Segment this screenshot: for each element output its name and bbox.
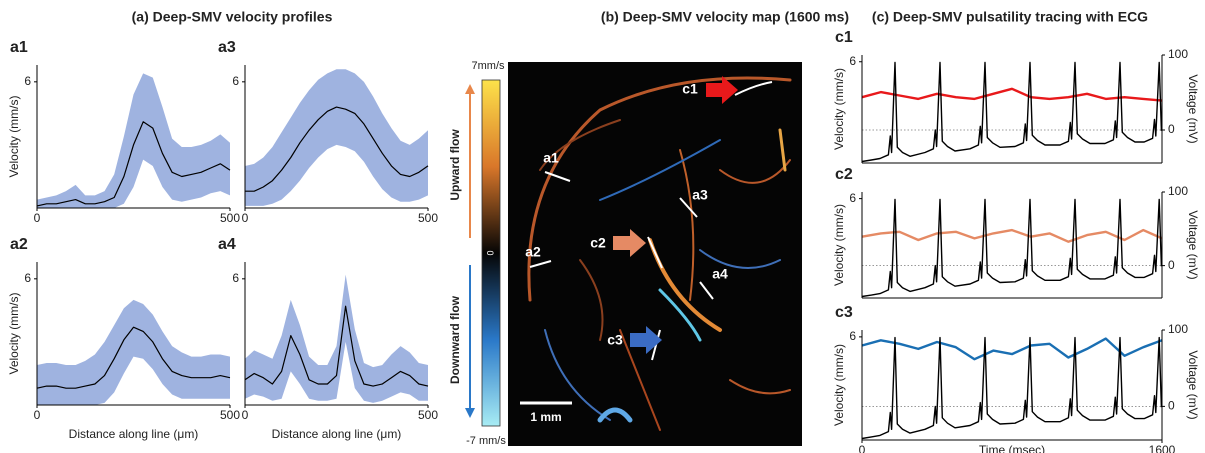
figure: (a) Deep-SMV velocity profiles (b) Deep-… <box>0 0 1205 453</box>
flow-arrow-head <box>465 408 475 418</box>
region-label: c3 <box>607 332 623 348</box>
y2-tick-label: 0 <box>1168 122 1175 136</box>
colorbar-label: -7 mm/s <box>466 435 506 447</box>
panel-label: a1 <box>10 39 28 56</box>
series-line <box>862 63 1161 162</box>
y-axis-label: Velocity (mm/s) <box>832 204 846 286</box>
colorbar: 7mm/s 0 -7 mm/s Upward flow Downward flo… <box>448 60 506 447</box>
y2-axis-label: Voltage (mV) <box>1186 350 1200 419</box>
panel-title: (a) Deep-SMV velocity profiles <box>132 9 333 25</box>
y-axis-label: Velocity (mm/s) <box>7 292 21 374</box>
y-tick-label: 6 <box>849 191 856 205</box>
x-axis-label: Time (msec) <box>979 443 1045 453</box>
flow-label: Downward flow <box>448 295 462 384</box>
flow-arrow-head <box>465 84 475 94</box>
region-label: a3 <box>692 187 708 203</box>
y-tick-label: 6 <box>849 54 856 68</box>
panel-title: (b) Deep-SMV velocity map (1600 ms) <box>601 9 849 25</box>
y-tick-label: 6 <box>232 74 239 88</box>
series-line <box>862 230 1162 242</box>
y2-tick-label: 100 <box>1168 47 1188 61</box>
series-line <box>862 89 1162 101</box>
y2-axis-label: Voltage (mV) <box>1186 210 1200 279</box>
y-axis-label: Velocity (mm/s) <box>832 68 846 150</box>
x-axis-label: Distance along line (μm) <box>272 427 402 441</box>
y2-tick-label: 100 <box>1168 322 1188 336</box>
error-band <box>37 73 230 208</box>
panel-label: a2 <box>10 236 28 253</box>
series-line <box>862 199 1161 296</box>
x-axis-label: Distance along line (μm) <box>69 427 199 441</box>
flow-label: Upward flow <box>448 129 462 201</box>
x-tick-label: 500 <box>418 408 438 422</box>
error-band <box>37 300 230 405</box>
region-label: a1 <box>543 150 559 166</box>
series-line <box>862 338 1161 439</box>
y-axis-label: Velocity (mm/s) <box>7 95 21 177</box>
colorbar-label: 7mm/s <box>472 60 506 72</box>
x-tick-label: 500 <box>220 408 240 422</box>
region-label: c2 <box>590 235 606 251</box>
y-tick-label: 6 <box>849 329 856 343</box>
colorbar-label: 0 <box>485 250 495 255</box>
panel-label: c2 <box>835 166 853 183</box>
y-tick-label: 6 <box>24 271 31 285</box>
panel-label: a3 <box>218 39 236 56</box>
y2-tick-label: 100 <box>1168 184 1188 198</box>
region-label: a4 <box>712 266 728 282</box>
region-label: c1 <box>682 81 698 97</box>
error-band <box>245 69 428 206</box>
x-tick-label: 0 <box>242 211 249 225</box>
velocity-map: a1 a2 a3 a4 c1 c2 c3 1 mm <box>508 62 802 446</box>
y-tick-label: 6 <box>24 74 31 88</box>
panel-label: c1 <box>835 29 853 46</box>
region-label: a2 <box>525 244 541 260</box>
panel-title: (c) Deep-SMV pulsatility tracing with EC… <box>872 9 1148 25</box>
y-axis-label: Velocity (mm/s) <box>832 344 846 426</box>
x-tick-label: 0 <box>34 408 41 422</box>
panel-label: a4 <box>218 236 236 253</box>
y-tick-label: 6 <box>232 271 239 285</box>
x-tick-label: 1600 <box>1149 443 1176 453</box>
y2-tick-label: 0 <box>1168 399 1175 413</box>
x-tick-label: 500 <box>220 211 240 225</box>
panel-label: c3 <box>835 304 853 321</box>
y2-axis-label: Voltage (mV) <box>1186 74 1200 143</box>
x-tick-label: 500 <box>418 211 438 225</box>
x-tick-label: 0 <box>859 443 866 453</box>
y2-tick-label: 0 <box>1168 258 1175 272</box>
x-tick-label: 0 <box>34 211 41 225</box>
scale-bar-label: 1 mm <box>530 410 561 424</box>
x-tick-label: 0 <box>242 408 249 422</box>
series-line <box>862 339 1162 360</box>
